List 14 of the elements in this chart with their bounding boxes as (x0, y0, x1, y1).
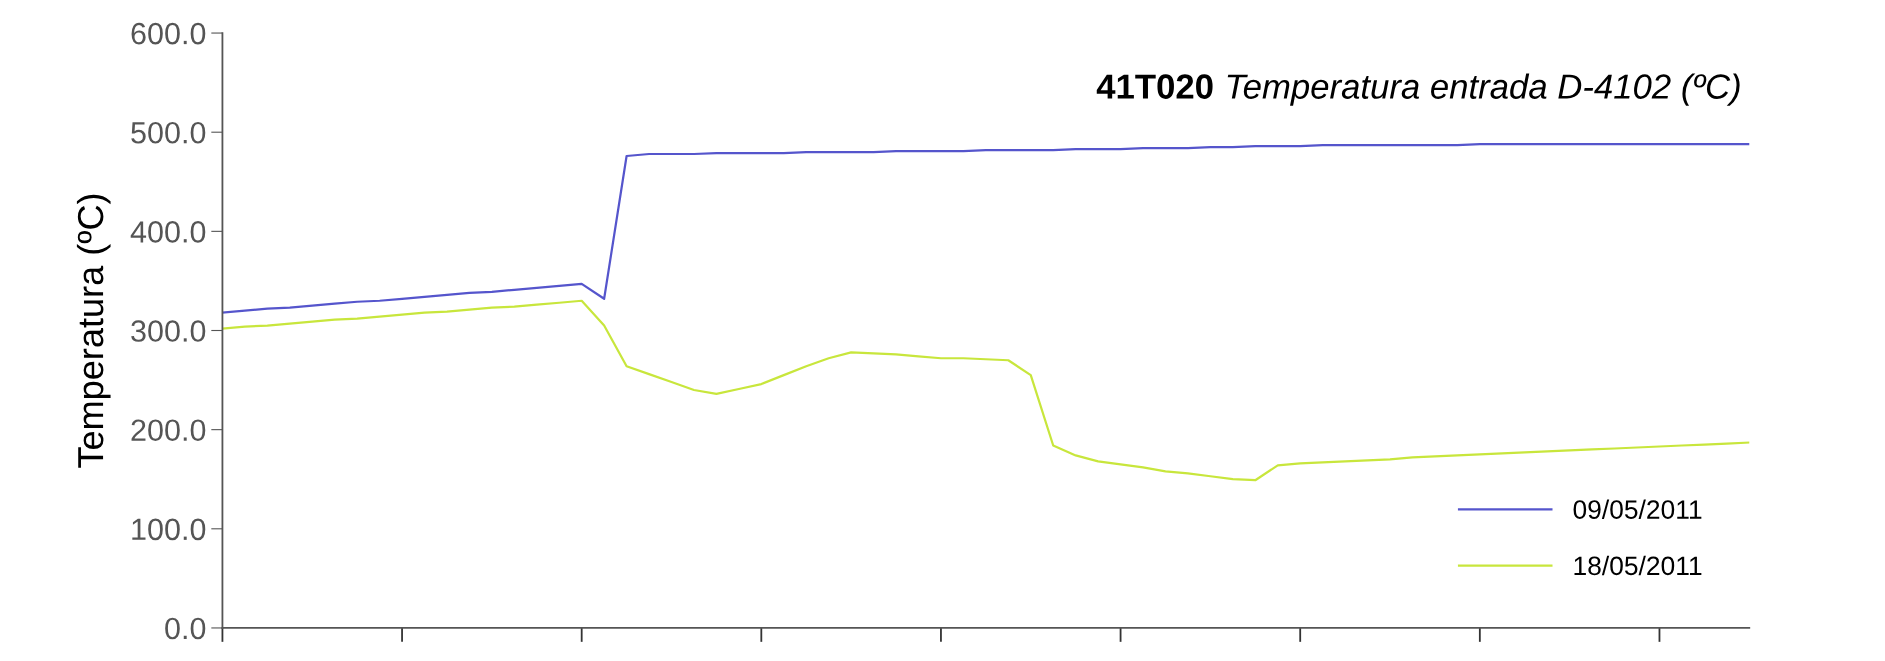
line-series (222, 299, 1750, 482)
y-tick-label: 500.0 (131, 121, 206, 144)
y-tick-label: 0.0 (165, 617, 206, 640)
line-series (222, 142, 1750, 314)
text: 41T020 (1096, 74, 1213, 99)
y-tick-label: 400.0 (130, 221, 206, 243)
y-tick-label: 300.0 (131, 320, 206, 342)
legend-label: 18/05/2011 (1574, 555, 1702, 576)
text: Temperatura entrada D-4102 (ºC) (1227, 73, 1740, 106)
y-tick-label: 100.0 (132, 518, 206, 541)
y-tick-label: 200.0 (131, 419, 206, 442)
y-tick-label: 600.0 (131, 22, 206, 45)
legend-label: 09/05/2011 (1573, 499, 1702, 519)
y-axis-title: Temperatura (ºC) (76, 194, 111, 468)
